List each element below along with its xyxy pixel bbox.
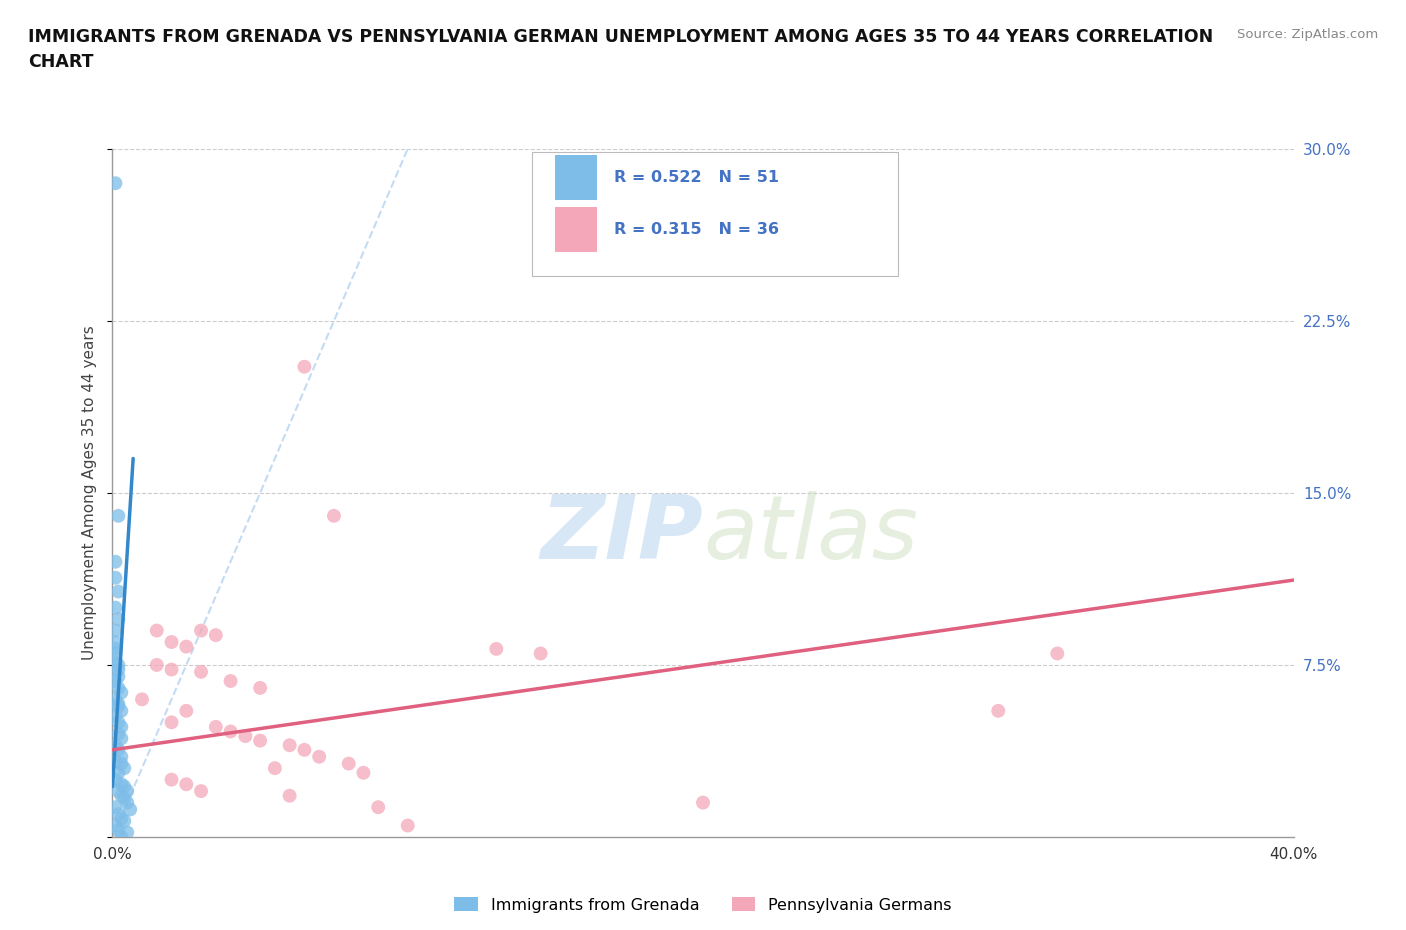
Point [110,756,132,771]
Point [104,737,127,752]
Point [352,765,374,780]
FancyBboxPatch shape [531,153,898,276]
Point [107,662,129,677]
Point [160,772,183,787]
Point [485,642,508,657]
Point [190,664,212,679]
Point [278,789,301,804]
Point [112,761,135,776]
Point [107,698,129,713]
Point [117,825,138,840]
Point [110,750,132,764]
Point [219,673,242,688]
Point [249,681,271,696]
Point [120,802,142,817]
Legend: Immigrants from Grenada, Pennsylvania Germans: Immigrants from Grenada, Pennsylvania Ge… [454,897,952,912]
Point [160,662,183,677]
Point [323,509,346,524]
Point [174,703,197,718]
Point [107,669,129,684]
Point [190,623,212,638]
Point [107,509,129,524]
Point [112,790,135,805]
Point [110,731,132,746]
Point [110,685,132,700]
Y-axis label: Unemployment Among Ages 35 to 44 years: Unemployment Among Ages 35 to 44 years [82,326,97,660]
Point [107,681,129,696]
Point [174,777,197,791]
FancyBboxPatch shape [555,155,596,200]
Point [104,176,127,191]
Point [104,646,127,661]
Point [104,570,127,585]
Text: ZIP: ZIP [540,491,703,578]
Point [104,634,127,649]
Point [146,623,169,638]
Point [107,726,129,741]
Point [104,673,127,688]
Point [104,708,127,723]
Point [112,779,135,794]
Point [107,584,129,599]
Point [146,658,169,672]
FancyBboxPatch shape [555,206,596,252]
Point [219,724,242,739]
Point [104,772,127,787]
Point [110,830,132,844]
Point [112,814,135,829]
Text: IMMIGRANTS FROM GRENADA VS PENNSYLVANIA GERMAN UNEMPLOYMENT AMONG AGES 35 TO 44 : IMMIGRANTS FROM GRENADA VS PENNSYLVANIA … [28,28,1213,71]
Point [110,789,132,804]
Point [308,750,330,764]
Point [110,720,132,735]
Point [107,612,129,627]
Point [104,656,127,671]
Point [337,756,360,771]
Point [205,628,228,643]
Text: R = 0.522   N = 51: R = 0.522 N = 51 [614,170,779,185]
Point [107,765,129,780]
Point [205,720,228,735]
Point [104,554,127,569]
Text: atlas: atlas [703,491,918,578]
Point [1046,646,1069,661]
Point [396,818,419,833]
Point [692,795,714,810]
Point [117,784,138,799]
Point [107,784,129,799]
Point [104,692,127,707]
Point [292,359,315,374]
Point [110,703,132,718]
Point [107,742,129,757]
Point [104,818,127,833]
Text: R = 0.315   N = 36: R = 0.315 N = 36 [614,221,779,237]
Point [264,761,287,776]
Point [367,800,389,815]
Point [117,795,138,810]
Point [107,715,129,730]
Point [233,728,256,743]
Point [292,742,315,757]
Point [160,634,183,649]
Point [107,658,129,672]
Point [104,642,127,657]
Point [110,811,132,826]
Point [529,646,551,661]
Point [131,692,153,707]
Text: Source: ZipAtlas.com: Source: ZipAtlas.com [1237,28,1378,41]
Point [107,823,129,838]
Point [249,733,271,748]
Point [174,639,197,654]
Point [104,623,127,638]
Point [987,703,1010,718]
Point [104,754,127,769]
Point [190,784,212,799]
Point [104,800,127,815]
Point [107,697,129,711]
Point [110,777,132,791]
Point [278,737,301,752]
Point [107,806,129,821]
Point [160,715,183,730]
Point [104,600,127,615]
